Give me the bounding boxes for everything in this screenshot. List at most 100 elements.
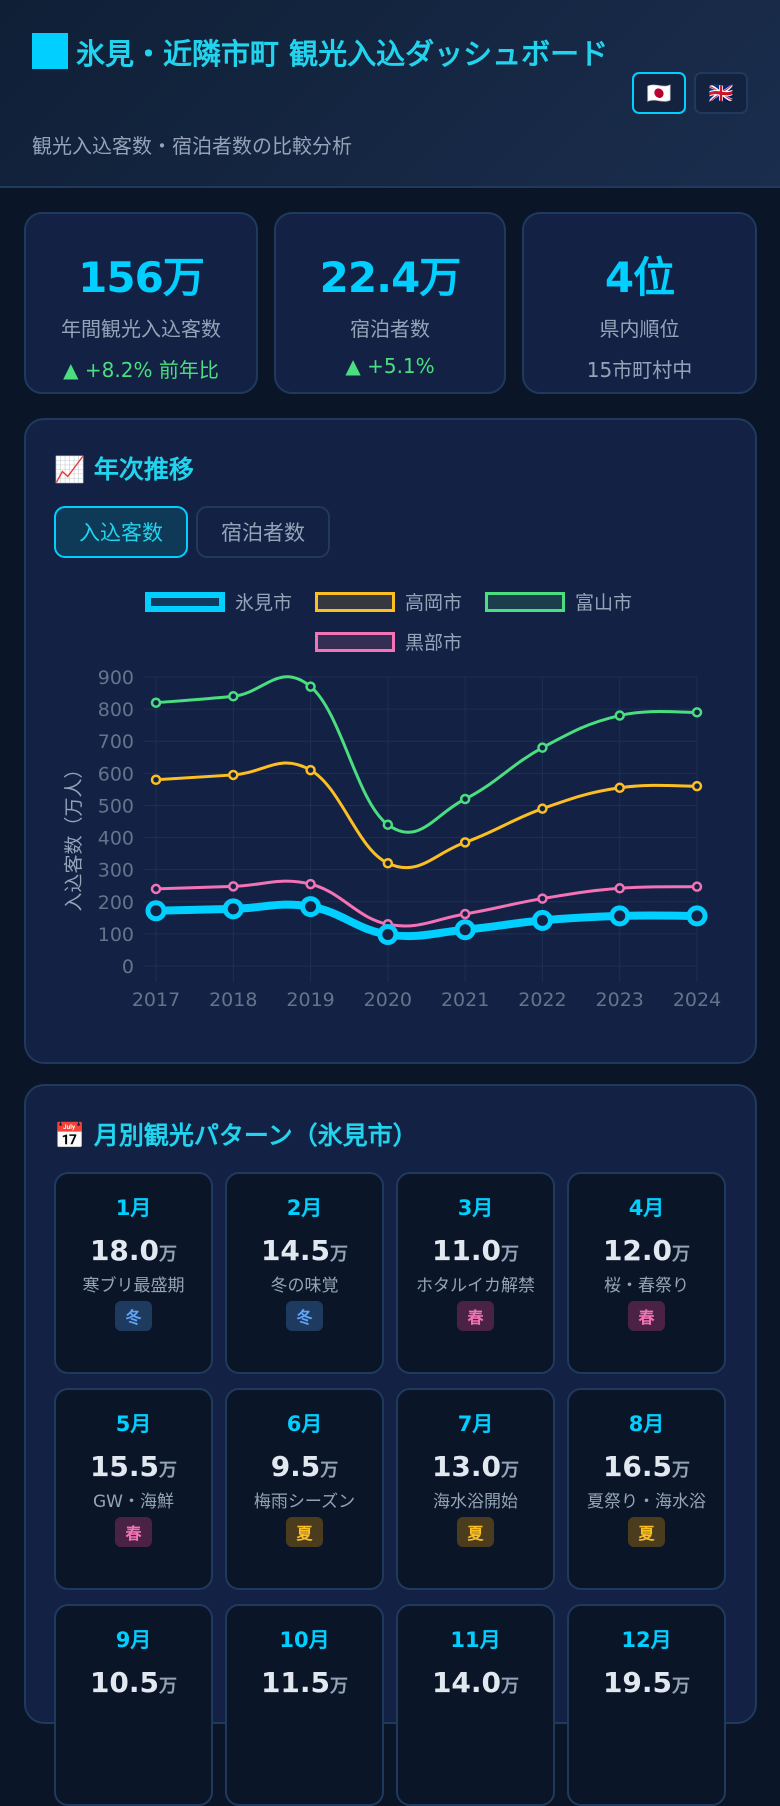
tab-visitors[interactable]: 入込客数: [54, 506, 188, 558]
month-label: 3月: [457, 1196, 494, 1220]
month-value: 12.0万: [569, 1234, 724, 1267]
data-point: [686, 905, 708, 927]
data-point: [228, 691, 239, 702]
x-tick-label: 2024: [673, 989, 721, 1011]
season-badge: 夏: [628, 1517, 665, 1547]
data-point: [150, 883, 162, 895]
month-value-number: 16.5: [602, 1450, 673, 1483]
data-point: [691, 881, 703, 892]
y-tick-label: 700: [98, 731, 134, 753]
month-value-number: 12.0: [602, 1234, 673, 1267]
data-point: [459, 837, 471, 848]
logo-square-icon: [32, 33, 68, 69]
trend-title: 📈 年次推移: [54, 455, 194, 484]
stat-note: 15市町村中: [586, 358, 693, 382]
data-point: [150, 697, 162, 708]
stat-value: 4位: [604, 253, 675, 302]
month-label: 1月: [115, 1196, 152, 1220]
month-value: 15.5万: [56, 1450, 211, 1483]
month-value: 13.0万: [398, 1450, 553, 1483]
month-card: 10月 11.5万: [225, 1604, 384, 1806]
month-card: 12月 19.5万: [567, 1604, 726, 1806]
stat-label: 宿泊者数: [350, 317, 430, 341]
legend-label: 高岡市: [405, 592, 462, 614]
data-point: [614, 710, 625, 721]
month-value-unit: 万: [159, 1460, 178, 1481]
month-label: 7月: [457, 1412, 494, 1436]
season-badge: 夏: [457, 1517, 494, 1547]
month-desc: 寒ブリ最盛期: [82, 1276, 185, 1296]
season-badge: 春: [457, 1301, 494, 1331]
trend-line-chart: 0 100 200 300 400 500 600 700 800 900 2017 2018 2019…: [63, 592, 721, 1011]
month-value: 16.5万: [569, 1450, 724, 1483]
series-line: [155, 761, 698, 870]
data-point: [222, 898, 244, 920]
month-desc: ホタルイカ解禁: [416, 1276, 535, 1296]
month-desc: 桜・春祭り: [604, 1276, 689, 1296]
month-desc: 冬の味覚: [270, 1276, 339, 1296]
data-point: [150, 774, 162, 786]
series-line: [155, 879, 698, 928]
data-point: [305, 878, 316, 890]
month-value: 18.0万: [56, 1234, 211, 1267]
x-tick-label: 2019: [286, 989, 334, 1011]
month-value-number: 14.0: [431, 1666, 502, 1699]
x-tick-label: 2017: [132, 989, 180, 1011]
month-value-unit: 万: [320, 1460, 339, 1481]
month-value-number: 19.5: [602, 1666, 673, 1699]
data-point: [537, 893, 548, 904]
tab-overnight[interactable]: 宿泊者数: [196, 506, 330, 558]
header: 氷見・近隣市町 観光入込ダッシュボード 観光入込客数・宿泊者数の比較分析 🇯🇵 …: [0, 0, 780, 188]
month-label: 8月: [628, 1412, 665, 1436]
month-value-number: 13.0: [431, 1450, 502, 1483]
month-value: 11.5万: [227, 1666, 382, 1699]
month-card: 3月 11.0万ホタルイカ解禁春: [396, 1172, 555, 1374]
month-value: 11.0万: [398, 1234, 553, 1267]
legend-swatch: [485, 592, 565, 612]
x-tick-label: 2021: [441, 989, 489, 1011]
month-desc: 夏祭り・海水浴: [587, 1492, 706, 1512]
data-point: [305, 681, 316, 692]
y-tick-label: 600: [98, 763, 134, 785]
page-subtitle: 観光入込客数・宿泊者数の比較分析: [32, 134, 352, 158]
y-tick-label: 800: [98, 699, 134, 721]
legend-label: 黒部市: [405, 632, 462, 654]
season-badge: 冬: [115, 1301, 152, 1331]
month-label: 10月: [279, 1628, 330, 1652]
month-label: 4月: [628, 1196, 665, 1220]
data-point: [531, 909, 553, 931]
data-point: [454, 919, 476, 941]
data-point: [691, 780, 703, 792]
month-card: 5月 15.5万 GW・海鮮春: [54, 1388, 213, 1590]
stat-label: 年間観光入込客数: [61, 317, 221, 341]
month-value-number: 15.5: [89, 1450, 160, 1483]
month-card: 6月 9.5万 梅雨シーズン夏: [225, 1388, 384, 1590]
y-tick-label: 900: [98, 667, 134, 689]
stat-label: 県内順位: [599, 317, 680, 341]
data-point: [609, 905, 631, 927]
y-tick-label: 200: [98, 892, 134, 914]
month-value-number: 9.5: [270, 1450, 321, 1483]
month-desc: GW・海鮮: [93, 1492, 174, 1512]
month-desc: 梅雨シーズン: [253, 1492, 356, 1512]
stat-card-rank: 4位 県内順位 15市町村中: [522, 212, 757, 394]
stat-card-visitors: 156万 年間観光入込客数 ▲ +8.2% 前年比: [24, 212, 258, 394]
lang-japanese-button[interactable]: 🇯🇵: [632, 72, 686, 114]
month-value-number: 10.5: [89, 1666, 160, 1699]
month-desc: 海水浴開始: [433, 1492, 518, 1512]
month-value: 14.0万: [398, 1666, 553, 1699]
monthly-title: 📅 月別観光パターン（氷見市）: [54, 1121, 418, 1150]
data-point: [377, 924, 399, 946]
lang-english-button[interactable]: 🇬🇧: [694, 72, 748, 114]
data-point: [614, 883, 625, 894]
month-card: 8月 16.5万夏祭り・海水浴夏: [567, 1388, 726, 1590]
data-point: [382, 857, 394, 869]
stat-value: 22.4万: [319, 253, 462, 302]
page-title: 氷見・近隣市町 観光入込ダッシュボード: [32, 30, 642, 78]
legend-swatch: [145, 592, 225, 612]
month-card: 1月 18.0万寒ブリ最盛期冬: [54, 1172, 213, 1374]
month-value-unit: 万: [159, 1244, 178, 1265]
data-point: [537, 803, 548, 814]
data-point: [300, 896, 322, 918]
month-value-number: 18.0: [89, 1234, 160, 1267]
